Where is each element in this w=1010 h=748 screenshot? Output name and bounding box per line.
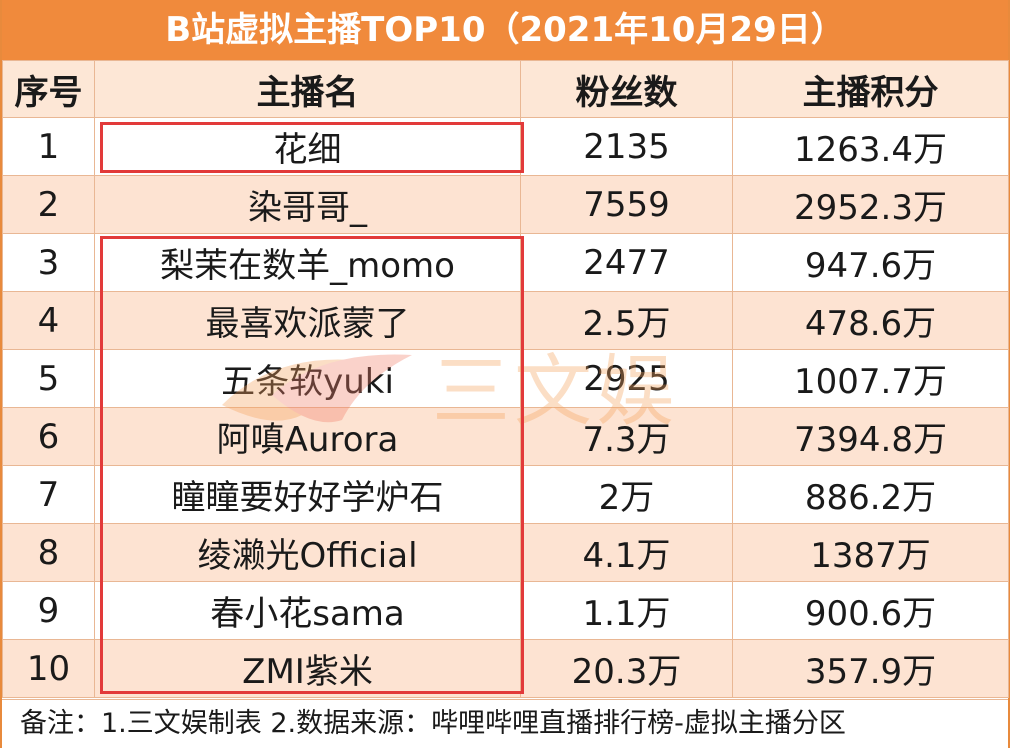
table-row: 7 瞳瞳要好好学炉石 2万 886.2万	[2, 465, 1009, 524]
rank-cell: 2	[2, 175, 95, 234]
rank-cell: 1	[2, 117, 95, 176]
fans-cell: 7.3万	[520, 407, 733, 466]
table-row: 1 花细 2135 1263.4万	[2, 117, 1009, 176]
score-cell: 900.6万	[732, 581, 1009, 640]
table-row: 8 绫濑光Official 4.1万 1387万	[2, 523, 1009, 582]
header-rank: 序号	[2, 60, 95, 118]
footnote: 备注：1.三文娱制表 2.数据来源：哔哩哔哩直播排行榜-虚拟主播分区	[2, 699, 1008, 746]
name-cell: 阿嗔Aurora	[94, 407, 521, 466]
header-score: 主播积分	[732, 60, 1009, 118]
name-cell: 花细	[94, 117, 521, 176]
table-row: 3 梨茉在数羊_momo 2477 947.6万	[2, 233, 1009, 292]
rank-cell: 5	[2, 349, 95, 408]
rank-cell: 10	[2, 639, 95, 698]
score-cell: 947.6万	[732, 233, 1009, 292]
fans-cell: 7559	[520, 175, 733, 234]
rank-cell: 4	[2, 291, 95, 350]
score-cell: 1007.7万	[732, 349, 1009, 408]
fans-cell: 2135	[520, 117, 733, 176]
header-row: 序号 主播名 粉丝数 主播积分	[2, 60, 1009, 118]
name-cell: 梨茉在数羊_momo	[94, 233, 521, 292]
fans-cell: 2477	[520, 233, 733, 292]
name-cell: 染哥哥_	[94, 175, 521, 234]
table-row: 6 阿嗔Aurora 7.3万 7394.8万	[2, 407, 1009, 466]
rank-cell: 7	[2, 465, 95, 524]
header-fans: 粉丝数	[520, 60, 733, 118]
fans-cell: 2万	[520, 465, 733, 524]
table-row: 5 五条软yuki 2925 1007.7万	[2, 349, 1009, 408]
table-row: 4 最喜欢派蒙了 2.5万 478.6万	[2, 291, 1009, 350]
fans-cell: 2.5万	[520, 291, 733, 350]
table-row: 2 染哥哥_ 7559 2952.3万	[2, 175, 1009, 234]
table-title: B站虚拟主播TOP10（2021年10月29日）	[2, 0, 1008, 60]
name-cell: 五条软yuki	[94, 349, 521, 408]
score-cell: 357.9万	[732, 639, 1009, 698]
rank-cell: 8	[2, 523, 95, 582]
name-cell: 春小花sama	[94, 581, 521, 640]
name-cell: 绫濑光Official	[94, 523, 521, 582]
score-cell: 478.6万	[732, 291, 1009, 350]
fans-cell: 1.1万	[520, 581, 733, 640]
name-cell: ZMI紫米	[94, 639, 521, 698]
header-name: 主播名	[94, 60, 521, 118]
table-row: 9 春小花sama 1.1万 900.6万	[2, 581, 1009, 640]
ranking-table: 序号 主播名 粉丝数 主播积分 1 花细 2135 1263.4万 2 染哥哥_…	[2, 60, 1009, 698]
table-row: 10 ZMI紫米 20.3万 357.9万	[2, 639, 1009, 698]
score-cell: 2952.3万	[732, 175, 1009, 234]
name-cell: 最喜欢派蒙了	[94, 291, 521, 350]
score-cell: 1387万	[732, 523, 1009, 582]
fans-cell: 20.3万	[520, 639, 733, 698]
rank-cell: 3	[2, 233, 95, 292]
name-cell: 瞳瞳要好好学炉石	[94, 465, 521, 524]
rank-cell: 6	[2, 407, 95, 466]
fans-cell: 2925	[520, 349, 733, 408]
fans-cell: 4.1万	[520, 523, 733, 582]
score-cell: 886.2万	[732, 465, 1009, 524]
score-cell: 7394.8万	[732, 407, 1009, 466]
rank-cell: 9	[2, 581, 95, 640]
score-cell: 1263.4万	[732, 117, 1009, 176]
